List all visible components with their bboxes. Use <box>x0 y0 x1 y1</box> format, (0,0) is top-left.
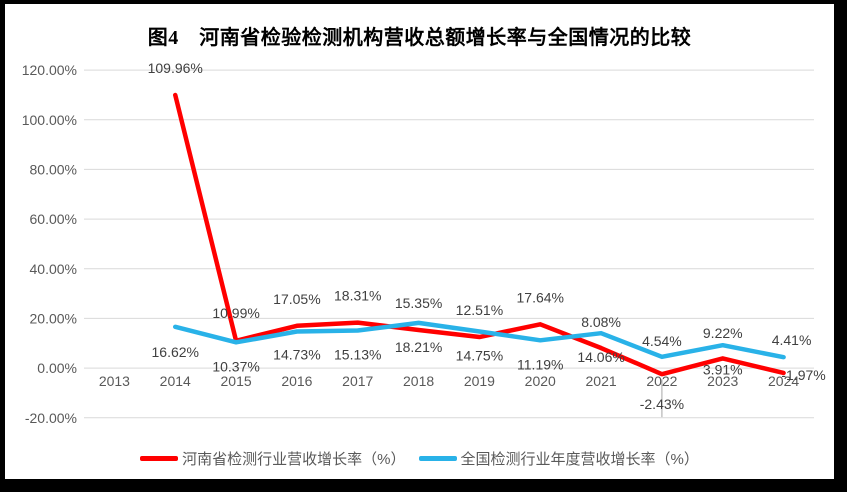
series-line-henan <box>173 92 786 377</box>
x-axis-year-label: 2020 <box>525 373 556 389</box>
y-axis-tick-label: 80.00% <box>30 161 77 177</box>
chart-title: 图4 河南省检验检测机构营收总额增长率与全国情况的比较 <box>147 27 692 49</box>
y-axis-tick-label: 20.00% <box>30 310 77 326</box>
data-label-national-2019: 14.75% <box>456 347 503 363</box>
data-label-henan-2021: 8.08% <box>581 314 621 330</box>
data-label-henan-2022: -2.43% <box>640 396 684 412</box>
data-label-national-2022: 4.54% <box>642 333 682 349</box>
x-axis-year-label: 2017 <box>342 373 373 389</box>
x-axis-year-label: 2019 <box>464 373 495 389</box>
y-axis-tick-label: 120.00% <box>22 62 77 78</box>
x-axis-year-label: 2024 <box>768 373 799 389</box>
legend-swatch-national-blue-line <box>418 456 457 461</box>
data-label-national-2014: 16.62% <box>152 344 199 360</box>
data-label-henan-2014: 109.96% <box>148 60 203 76</box>
data-label-henan-2015: 10.99% <box>212 305 259 321</box>
x-axis-year-label: 2021 <box>586 373 617 389</box>
data-label-national-2020: 11.19% <box>517 356 563 372</box>
data-label-national-2021: 14.06% <box>577 349 624 365</box>
series-line-national <box>173 320 786 360</box>
data-label-national-2015: 10.37% <box>212 358 259 374</box>
y-axis-tick-label: 60.00% <box>30 211 77 227</box>
data-label-henan-2020: 17.64% <box>517 289 564 305</box>
data-label-henan-2018: 15.35% <box>395 295 442 311</box>
data-label-national-2023: 9.22% <box>703 325 743 341</box>
legend-item-henan: 河南省检测行业营收增长率（%） <box>140 448 406 469</box>
y-axis-tick-label: 100.00% <box>22 112 77 128</box>
data-label-henan-2023: 3.91% <box>703 361 743 377</box>
x-axis-year-label: 2014 <box>160 373 191 389</box>
x-axis-year-label: 2013 <box>99 373 130 389</box>
line-plot: 120.00% 100.00% 80.00% 60.00% 40.00% 20.00% 0.… <box>22 60 826 426</box>
x-axis-year-label: 2016 <box>281 373 312 389</box>
data-label-national-2024: 4.41% <box>772 332 812 348</box>
data-label-henan-2016: 17.05% <box>273 291 320 307</box>
x-axis-year-label: 2015 <box>221 373 252 389</box>
data-label-henan-2019: 12.51% <box>456 302 503 318</box>
data-label-national-2017: 15.13% <box>334 347 381 363</box>
data-label-henan-2017: 18.31% <box>334 288 381 304</box>
data-label-henan-2024: -1.97% <box>781 367 825 383</box>
data-label-national-2018: 18.21% <box>395 339 442 355</box>
legend-swatch-henan-red-line <box>140 456 179 461</box>
y-axis-tick-label: 40.00% <box>30 261 77 277</box>
legend: 河南省检测行业营收增长率（%） 全国检测行业年度营收增长率（%） <box>5 448 834 469</box>
chart-canvas: 图4 河南省检验检测机构营收总额增长率与全国情况的比较 120.00% 100.0… <box>5 4 834 479</box>
data-label-national-2016: 14.73% <box>273 347 320 363</box>
legend-label-national: 全国检测行业年度营收增长率（%） <box>460 451 699 468</box>
x-axis-year-label: 2018 <box>403 373 434 389</box>
x-axis-year-label: 2023 <box>707 373 738 389</box>
y-axis-tick-label: 0.00% <box>37 360 77 376</box>
legend-label-henan: 河南省检测行业营收增长率（%） <box>182 451 406 468</box>
y-axis-tick-label: -20.00% <box>25 410 77 426</box>
legend-item-national: 全国检测行业年度营收增长率（%） <box>418 448 699 469</box>
